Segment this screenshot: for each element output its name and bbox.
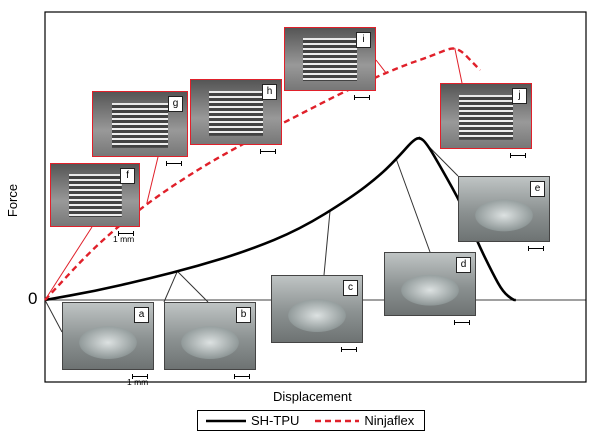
plot-frame bbox=[44, 11, 587, 383]
scale-bar-e bbox=[528, 246, 544, 251]
scale-bar-i bbox=[354, 95, 370, 100]
photo-label-i: i bbox=[356, 32, 371, 48]
scale-bar-c bbox=[341, 347, 357, 352]
origin-label: 0 bbox=[28, 289, 38, 308]
photo-label-d: d bbox=[456, 257, 471, 273]
photo-f: f bbox=[50, 163, 140, 227]
legend-item-sh-tpu: SH-TPU bbox=[204, 413, 299, 428]
scale-bar-h bbox=[260, 149, 276, 154]
photo-h: h bbox=[190, 79, 282, 145]
photo-label-f: f bbox=[120, 168, 135, 184]
legend-swatch-sh-tpu bbox=[206, 419, 246, 422]
photo-label-c: c bbox=[343, 280, 358, 296]
legend-label-ninjaflex: Ninjaflex bbox=[364, 413, 415, 428]
legend-swatch-ninjaflex bbox=[315, 419, 360, 422]
scale-bar-g bbox=[166, 161, 182, 166]
legend-item-ninjaflex: Ninjaflex bbox=[313, 413, 414, 428]
x-axis-label: Displacement bbox=[273, 389, 352, 404]
photo-i: i bbox=[284, 27, 376, 91]
legend: SH-TPU Ninjaflex bbox=[197, 410, 425, 431]
photo-a: a bbox=[62, 302, 154, 370]
series-line-sh-tpu bbox=[44, 136, 516, 302]
scale-label-f: 1 mm bbox=[113, 234, 135, 244]
leader-line-g bbox=[146, 156, 159, 204]
photo-label-b: b bbox=[236, 307, 251, 323]
photo-d: d bbox=[384, 252, 476, 316]
photo-label-g: g bbox=[168, 96, 183, 112]
scale-bar-b bbox=[234, 374, 250, 379]
photo-e: e bbox=[458, 176, 550, 242]
scale-bar-d bbox=[454, 320, 470, 325]
photo-label-j: j bbox=[512, 88, 527, 104]
photo-c: c bbox=[271, 275, 363, 343]
leader-line-b bbox=[163, 271, 178, 303]
leader-line-j bbox=[454, 47, 463, 84]
photo-j: j bbox=[440, 83, 532, 149]
photo-label-e: e bbox=[530, 181, 545, 197]
scale-bar-j bbox=[510, 153, 526, 158]
photo-label-h: h bbox=[262, 84, 277, 100]
photo-b: b bbox=[164, 302, 256, 370]
leader-line-c bbox=[323, 210, 331, 276]
y-axis-label: Force bbox=[5, 183, 21, 218]
scale-bar-a bbox=[132, 374, 148, 379]
leader-line-d bbox=[395, 158, 431, 253]
legend-label-sh-tpu: SH-TPU bbox=[251, 413, 300, 428]
photo-g: g bbox=[92, 91, 188, 157]
leader-line-a bbox=[44, 299, 63, 333]
scale-bar-f bbox=[118, 231, 134, 236]
leader-line-i bbox=[375, 59, 387, 74]
scale-label-a: 1 mm bbox=[127, 377, 149, 387]
leader-line-f bbox=[44, 226, 93, 301]
photo-label-a: a bbox=[134, 307, 149, 323]
leader-line-b-1 bbox=[176, 270, 209, 303]
